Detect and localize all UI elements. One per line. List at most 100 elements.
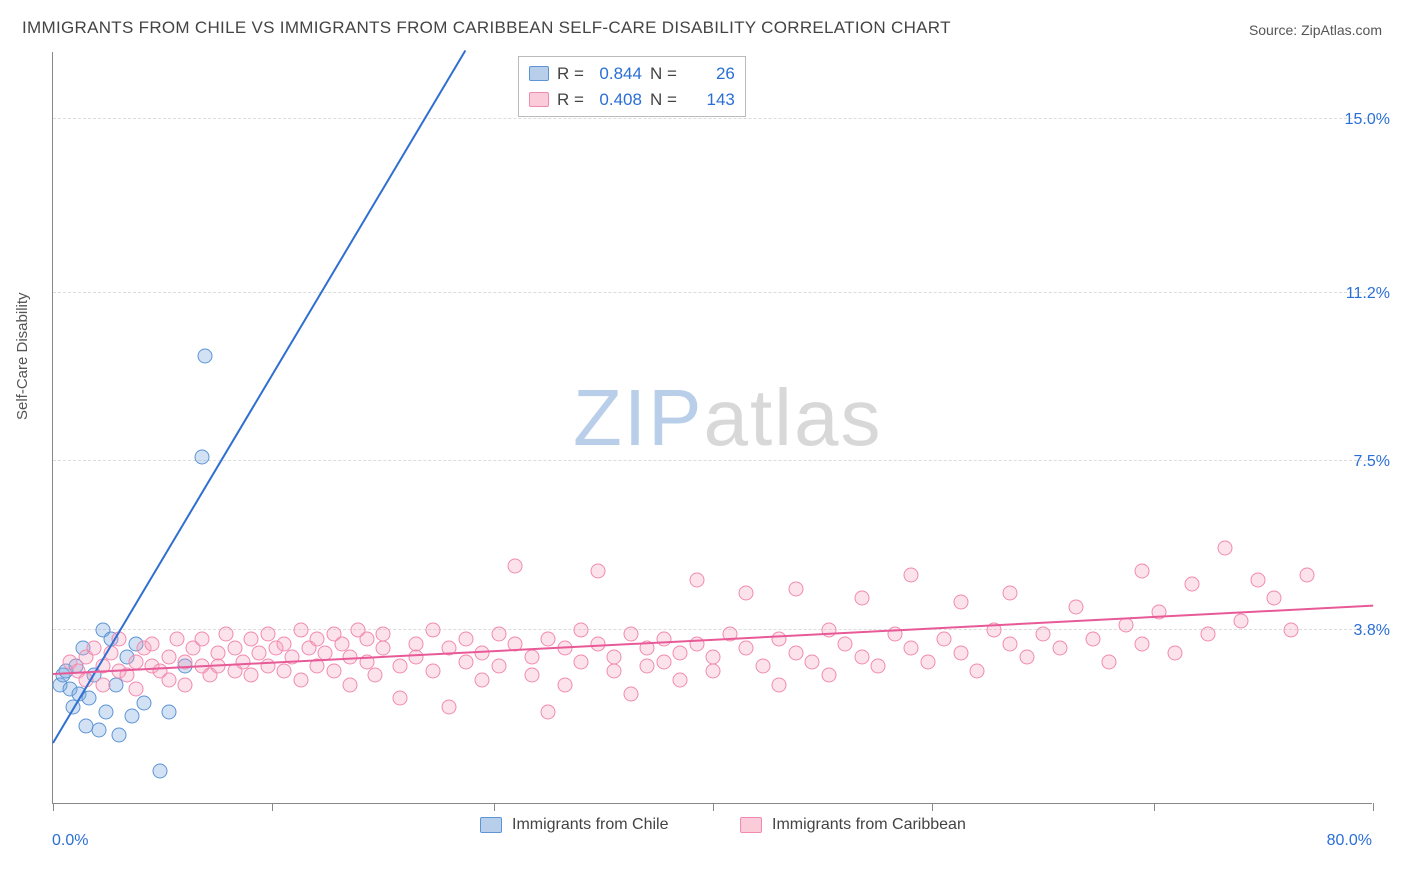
data-point [1201,627,1216,642]
data-point [640,659,655,674]
x-tick [932,803,933,811]
data-point [409,650,424,665]
data-point [235,654,250,669]
data-point [920,654,935,669]
data-point [125,709,140,724]
data-point [392,659,407,674]
data-point [656,631,671,646]
series-legend-label: Immigrants from Chile [512,816,668,834]
legend-row: R =0.844N =26 [529,61,735,87]
x-tick [53,803,54,811]
x-tick [1154,803,1155,811]
data-point [772,677,787,692]
gridline [53,118,1372,119]
data-point [541,631,556,646]
gridline [53,629,1372,630]
data-point [673,645,688,660]
legend-label: R = [557,61,584,87]
data-point [343,677,358,692]
data-point [161,672,176,687]
x-tick [713,803,714,811]
data-point [1250,572,1265,587]
data-point [161,704,176,719]
data-point [1019,650,1034,665]
legend-value: 143 [685,87,735,113]
data-point [673,672,688,687]
y-tick-label: 3.8% [1354,622,1390,640]
data-point [128,654,143,669]
data-point [92,723,107,738]
data-point [689,636,704,651]
data-point [475,672,490,687]
data-point [623,627,638,642]
data-point [689,572,704,587]
data-point [161,650,176,665]
data-point [1135,636,1150,651]
y-axis-label: Self-Care Disability [14,292,31,420]
gridline [53,292,1372,293]
y-tick-label: 7.5% [1354,453,1390,471]
data-point [326,663,341,678]
data-point [1085,631,1100,646]
data-point [244,668,259,683]
data-point [219,627,234,642]
data-point [194,631,209,646]
data-point [293,672,308,687]
series-legend-item: Immigrants from Caribbean [740,816,966,834]
data-point [772,631,787,646]
data-point [169,631,184,646]
data-point [805,654,820,669]
data-point [508,559,523,574]
data-point [178,677,193,692]
data-point [574,622,589,637]
data-point [310,631,325,646]
data-point [197,349,212,364]
data-point [136,695,151,710]
data-point [1168,645,1183,660]
data-point [145,636,160,651]
data-point [376,641,391,656]
data-point [1234,613,1249,628]
x-tick [272,803,273,811]
data-point [82,691,97,706]
data-point [392,691,407,706]
series-legend-label: Immigrants from Caribbean [772,816,966,834]
data-point [953,595,968,610]
data-point [112,727,127,742]
data-point [1102,654,1117,669]
data-point [574,654,589,669]
blue-swatch [480,817,502,833]
data-point [788,645,803,660]
watermark-atlas: atlas [703,373,882,462]
watermark-zip: ZIP [573,373,703,462]
data-point [590,563,605,578]
data-point [838,636,853,651]
blue-swatch [529,66,549,81]
data-point [788,581,803,596]
y-tick-label: 15.0% [1345,111,1390,129]
legend-label: N = [650,87,677,113]
data-point [252,645,267,660]
data-point [524,650,539,665]
data-point [607,663,622,678]
data-point [854,590,869,605]
scatter-plot-area: ZIPatlas R =0.844N =26R =0.408N =143 [52,52,1372,804]
gridline [53,460,1372,461]
data-point [1135,563,1150,578]
series-legend-item: Immigrants from Chile [480,816,668,834]
trend-line [52,50,466,744]
data-point [425,622,440,637]
data-point [458,631,473,646]
data-point [524,668,539,683]
data-point [376,627,391,642]
data-point [425,663,440,678]
data-point [153,764,168,779]
data-point [359,631,374,646]
data-point [970,663,985,678]
x-tick [494,803,495,811]
data-point [1283,622,1298,637]
data-point [871,659,886,674]
data-point [953,645,968,660]
data-point [706,663,721,678]
correlation-legend: R =0.844N =26R =0.408N =143 [518,56,746,117]
